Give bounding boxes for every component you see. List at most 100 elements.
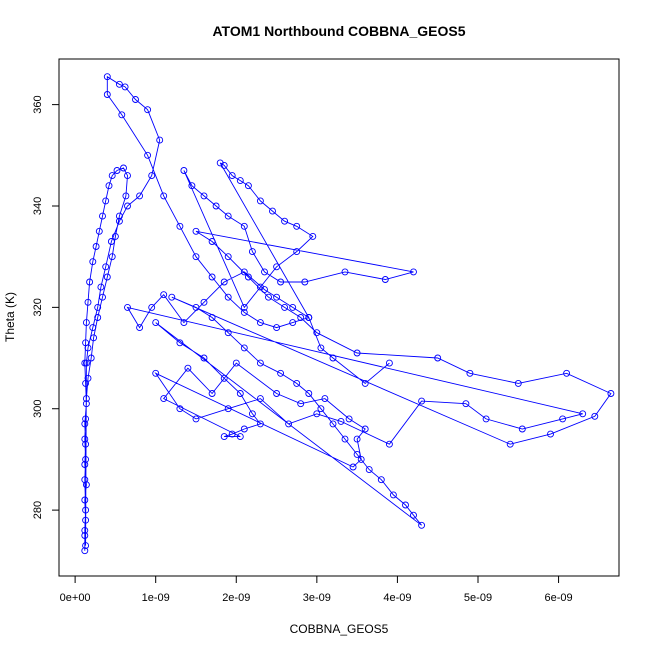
data-point [353,450,361,458]
data-point [389,491,397,499]
data-point [261,268,268,276]
x-tick-label: 0e+00 [60,592,91,604]
data-point [248,248,256,256]
data-point [244,182,252,190]
data-point [329,420,337,428]
data-point [240,425,248,433]
data-point [120,164,127,172]
data-point [115,212,123,220]
data-point [273,263,281,271]
data-point [357,455,365,463]
data-point [559,415,567,423]
data-point [547,430,554,438]
data-point [87,354,95,362]
data-point [144,106,152,114]
data-point [434,354,442,362]
data-point [261,286,268,294]
data-point [240,308,248,316]
data-point [293,379,301,387]
data-point [345,415,353,423]
data-point [410,511,417,519]
data-point [240,268,248,276]
data-point [313,410,321,418]
x-tick-label: 3e-09 [303,592,331,604]
data-point [309,232,317,240]
data-point [81,461,89,468]
data-point [418,521,426,529]
data-point [84,374,92,382]
data-point [200,354,208,362]
data-point [607,390,615,397]
data-point [86,278,94,286]
data-point [224,293,232,301]
data-point [281,303,289,311]
x-tick-label: 2e-09 [222,592,250,604]
data-point [256,319,264,327]
data-point [192,415,200,423]
data-point [113,167,121,174]
data-point [89,324,97,332]
data-point [256,395,264,403]
data-point [108,172,116,180]
data-point [289,303,297,311]
data-point [236,177,244,185]
data-point [208,273,216,281]
data-point [200,298,208,306]
data-point [337,417,345,425]
plot-area [81,73,615,555]
data-point [115,80,123,88]
data-point [176,222,184,230]
data-point [220,374,228,382]
data-point [462,400,470,408]
data-point [102,263,110,271]
data-point [208,390,216,397]
data-point [115,217,123,225]
data-point [107,238,115,245]
data-point [224,212,232,220]
data-point [317,344,325,352]
data-point [200,192,208,200]
data-point [224,253,232,261]
data-point [103,73,111,81]
data-point [81,532,89,539]
data-point [168,293,176,301]
data-point [81,476,89,484]
data-point [269,207,276,215]
data-point [124,172,131,180]
data-point [208,314,216,321]
data-point [148,303,156,311]
data-point [385,440,393,448]
data-point [381,276,389,283]
data-point [152,369,160,377]
data-point [240,344,248,352]
data-point [466,369,474,377]
data-point [341,435,349,443]
data-point [224,405,232,413]
data-point [148,172,156,180]
data-point [273,390,281,397]
data-point [353,349,361,357]
data-point [256,359,264,367]
data-point [236,433,244,441]
data-point [81,547,89,555]
plot-frame [58,58,620,577]
data-point [256,420,264,428]
data-point [410,268,417,276]
data-point [156,136,164,144]
data-point [208,238,216,245]
data-point [176,405,184,413]
y-tick-label: 300 [32,400,44,418]
data-point [240,303,248,311]
data-point [353,435,361,443]
data-point [152,319,160,327]
data-point [563,369,571,377]
data-point [192,303,200,311]
data-point [82,319,90,327]
data-point [136,324,144,332]
data-point [402,501,409,509]
chart-title: ATOM1 Northbound COBBNA_GEOS5 [212,23,465,39]
x-tick-label: 6e-09 [544,592,572,604]
data-point [240,222,248,230]
data-point [144,151,152,159]
data-point [111,232,119,240]
